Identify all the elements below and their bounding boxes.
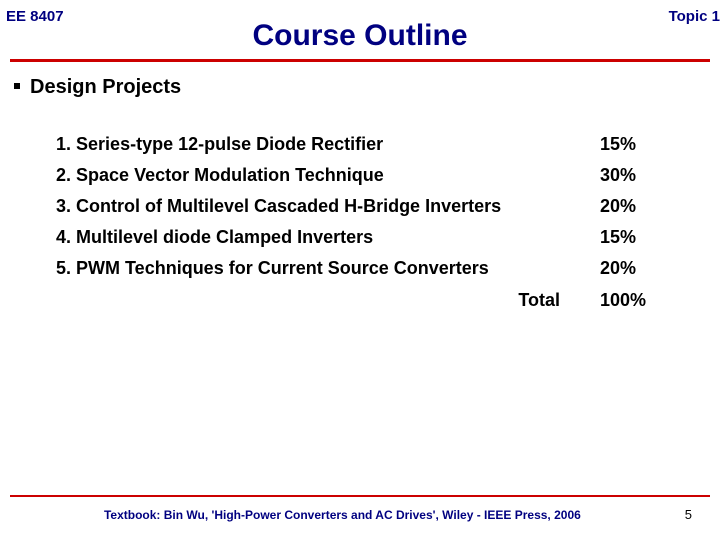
row-num: 4. — [56, 227, 71, 247]
row-label: Space Vector Modulation Technique — [76, 165, 384, 185]
row-pct: 30% — [600, 166, 670, 184]
section-heading-text: Design Projects — [30, 76, 181, 98]
bullet-icon — [14, 83, 20, 89]
row-pct: 20% — [600, 259, 670, 277]
page-title: Course Outline — [0, 19, 720, 53]
row-num: 1. — [56, 134, 71, 154]
table-row: 1. Series-type 12-pulse Diode Rectifier … — [56, 135, 670, 153]
topic-label: Topic 1 — [669, 8, 720, 25]
row-pct: 15% — [600, 135, 670, 153]
course-code: EE 8407 — [0, 8, 64, 25]
row-pct: 15% — [600, 228, 670, 246]
table-row: 3. Control of Multilevel Cascaded H-Brid… — [56, 197, 670, 215]
total-pct: 100% — [600, 290, 670, 311]
section-heading: Design Projects — [0, 62, 720, 99]
table-row: 5. PWM Techniques for Current Source Con… — [56, 259, 670, 277]
total-row: Total 100% — [56, 290, 670, 311]
row-label: Control of Multilevel Cascaded H-Bridge … — [76, 196, 501, 216]
footer: Textbook: Bin Wu, 'High-Power Converters… — [0, 495, 720, 522]
footer-row: Textbook: Bin Wu, 'High-Power Converters… — [0, 507, 720, 522]
row-num: 3. — [56, 196, 71, 216]
row-num: 5. — [56, 258, 71, 278]
footer-text: Textbook: Bin Wu, 'High-Power Converters… — [0, 508, 685, 522]
row-num: 2. — [56, 165, 71, 185]
table-row: 2. Space Vector Modulation Technique 30% — [56, 166, 670, 184]
table-row: 4. Multilevel diode Clamped Inverters 15… — [56, 228, 670, 246]
page-number: 5 — [685, 507, 692, 522]
projects-list: 1. Series-type 12-pulse Diode Rectifier … — [0, 99, 720, 311]
total-label: Total — [518, 290, 560, 311]
footer-rule — [10, 495, 710, 497]
row-label: Multilevel diode Clamped Inverters — [76, 227, 373, 247]
row-pct: 20% — [600, 197, 670, 215]
row-label: PWM Techniques for Current Source Conver… — [76, 258, 489, 278]
row-label: Series-type 12-pulse Diode Rectifier — [76, 134, 383, 154]
